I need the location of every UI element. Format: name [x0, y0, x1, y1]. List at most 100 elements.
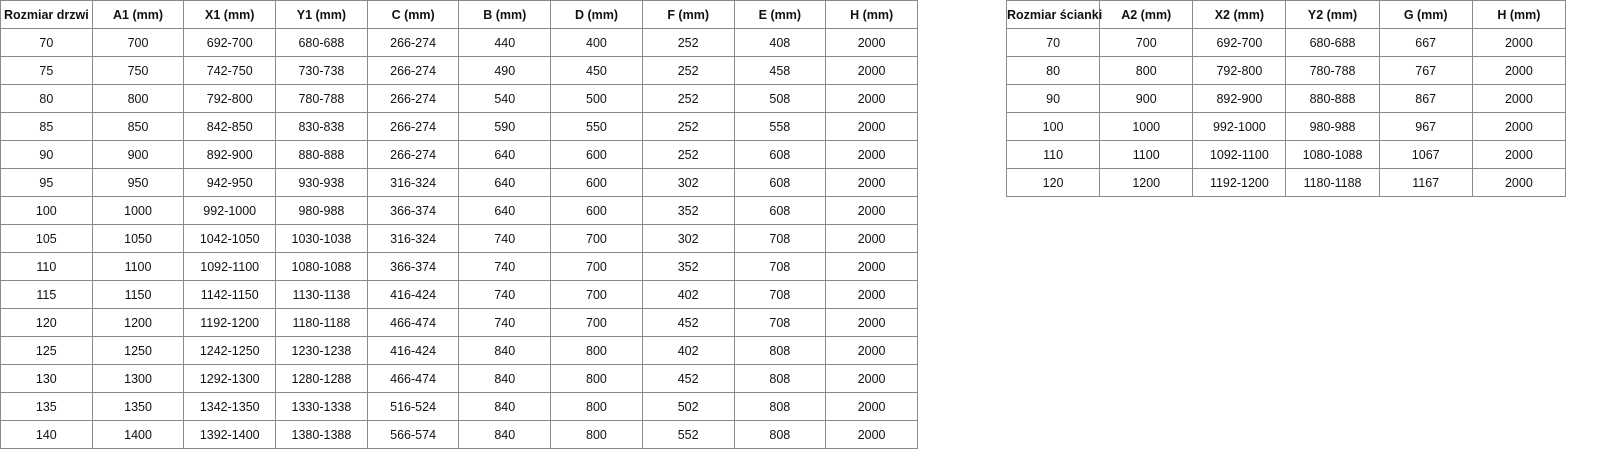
table-cell: 2000	[825, 252, 918, 281]
table-cell: 800	[91, 84, 185, 113]
table-cell: 600	[550, 196, 643, 225]
table-cell: 2000	[825, 112, 918, 141]
table-cell: 466-474	[366, 308, 460, 337]
table-cell: 640	[458, 140, 552, 169]
table-cell: 252	[641, 140, 735, 169]
column-header: F (mm)	[641, 0, 735, 29]
table-cell: 792-800	[183, 84, 277, 113]
table-cell: 252	[641, 112, 735, 141]
table-cell: 1150	[91, 280, 185, 309]
table-cell: 80	[0, 84, 93, 113]
door-dimensions-table: Rozmiar drzwi A1 (mm) X1 (mm) Y1 (mm) C (mm)…	[0, 0, 918, 449]
table-cell: 2000	[825, 280, 918, 309]
column-header: G (mm)	[1378, 0, 1473, 29]
table-cell: 452	[641, 308, 735, 337]
table-cell: 700	[550, 280, 643, 309]
table-cell: 2000	[825, 336, 918, 365]
table-cell: 252	[641, 84, 735, 113]
table-cell: 740	[458, 224, 552, 253]
table-cell: 692-700	[183, 28, 277, 57]
table-cell: 120	[1005, 168, 1101, 197]
table-row: 105 1050 1042-1050 1030-1038 316-324 740 700 30…	[0, 224, 918, 253]
table-row: 100 1000 992-1000 980-988 967 2000	[1005, 112, 1567, 141]
table-cell: 800	[1099, 56, 1194, 85]
table-row: 120 1200 1192-1200 1180-1188 466-474 740 700 45…	[0, 308, 918, 337]
table-cell: 1092-1100	[1192, 140, 1287, 169]
table-cell: 1100	[1099, 140, 1194, 169]
table-cell: 1342-1350	[183, 392, 277, 421]
table-cell: 967	[1378, 112, 1473, 141]
table-cell: 830-838	[275, 112, 368, 141]
header-row: Rozmiar drzwi A1 (mm) X1 (mm) Y1 (mm) C (mm)…	[0, 0, 918, 29]
table-cell: 402	[641, 336, 735, 365]
table-cell: 608	[733, 140, 827, 169]
table-cell: 892-900	[1192, 84, 1287, 113]
table-cell: 440	[458, 28, 552, 57]
table-cell: 742-750	[183, 56, 277, 85]
table-cell: 1080-1088	[1285, 140, 1380, 169]
table-cell: 130	[0, 364, 93, 393]
table-row: 85 850 842-850 830-838 266-274 590 550 252 558 20…	[0, 112, 918, 141]
table-cell: 110	[0, 252, 93, 281]
table-row: 100 1000 992-1000 980-988 366-374 640 600 352 60…	[0, 196, 918, 225]
table-cell: 1050	[91, 224, 185, 253]
table-cell: 266-274	[366, 112, 460, 141]
table-cell: 366-374	[366, 196, 460, 225]
table-cell: 402	[641, 280, 735, 309]
table-cell: 850	[91, 112, 185, 141]
table-cell: 780-788	[1285, 56, 1380, 85]
table-cell: 75	[0, 56, 93, 85]
table-cell: 1130-1138	[275, 280, 368, 309]
column-header: H (mm)	[825, 0, 918, 29]
table-row: 110 1100 1092-1100 1080-1088 1067 2000	[1005, 140, 1567, 169]
table-cell: 992-1000	[1192, 112, 1287, 141]
table-cell: 1380-1388	[275, 420, 368, 449]
table-row: 130 1300 1292-1300 1280-1288 466-474 840 800 45…	[0, 364, 918, 393]
table-cell: 2000	[1471, 56, 1567, 85]
table-cell: 1392-1400	[183, 420, 277, 449]
table-row: 80 800 792-800 780-788 266-274 540 500 252 508 20…	[0, 84, 918, 113]
table-cell: 135	[0, 392, 93, 421]
table-cell: 70	[0, 28, 93, 57]
table-cell: 1192-1200	[183, 308, 277, 337]
table-cell: 640	[458, 168, 552, 197]
table-cell: 90	[1005, 84, 1101, 113]
table-cell: 450	[550, 56, 643, 85]
table-cell: 466-474	[366, 364, 460, 393]
table-cell: 502	[641, 392, 735, 421]
table-cell: 880-888	[1285, 84, 1380, 113]
table-cell: 552	[641, 420, 735, 449]
table-cell: 516-524	[366, 392, 460, 421]
table-cell: 950	[91, 168, 185, 197]
table-cell: 2000	[825, 84, 918, 113]
table-cell: 1000	[1099, 112, 1194, 141]
table-cell: 2000	[825, 140, 918, 169]
table-cell: 1042-1050	[183, 224, 277, 253]
table-cell: 1067	[1378, 140, 1473, 169]
table-cell: 740	[458, 252, 552, 281]
table-cell: 800	[550, 364, 643, 393]
table-row: 135 1350 1342-1350 1330-1338 516-524 840 800 50…	[0, 392, 918, 421]
table-cell: 120	[0, 308, 93, 337]
table-cell: 700	[550, 252, 643, 281]
table-cell: 608	[733, 196, 827, 225]
table-cell: 1180-1188	[1285, 168, 1380, 197]
table-cell: 2000	[825, 308, 918, 337]
table-cell: 800	[550, 392, 643, 421]
table-cell: 105	[0, 224, 93, 253]
table-cell: 590	[458, 112, 552, 141]
table-cell: 700	[550, 308, 643, 337]
column-header: Y1 (mm)	[275, 0, 368, 29]
table-cell: 800	[550, 420, 643, 449]
table-cell: 980-988	[1285, 112, 1380, 141]
table-row: 110 1100 1092-1100 1080-1088 366-374 740 700 35…	[0, 252, 918, 281]
table-cell: 692-700	[1192, 28, 1287, 57]
table-cell: 700	[1099, 28, 1194, 57]
table-cell: 2000	[825, 420, 918, 449]
column-header: Y2 (mm)	[1285, 0, 1380, 29]
table-row: 70 700 692-700 680-688 667 2000	[1005, 28, 1567, 57]
table-cell: 840	[458, 336, 552, 365]
table-cell: 80	[1005, 56, 1101, 85]
table-cell: 900	[1099, 84, 1194, 113]
table-cell: 808	[733, 392, 827, 421]
